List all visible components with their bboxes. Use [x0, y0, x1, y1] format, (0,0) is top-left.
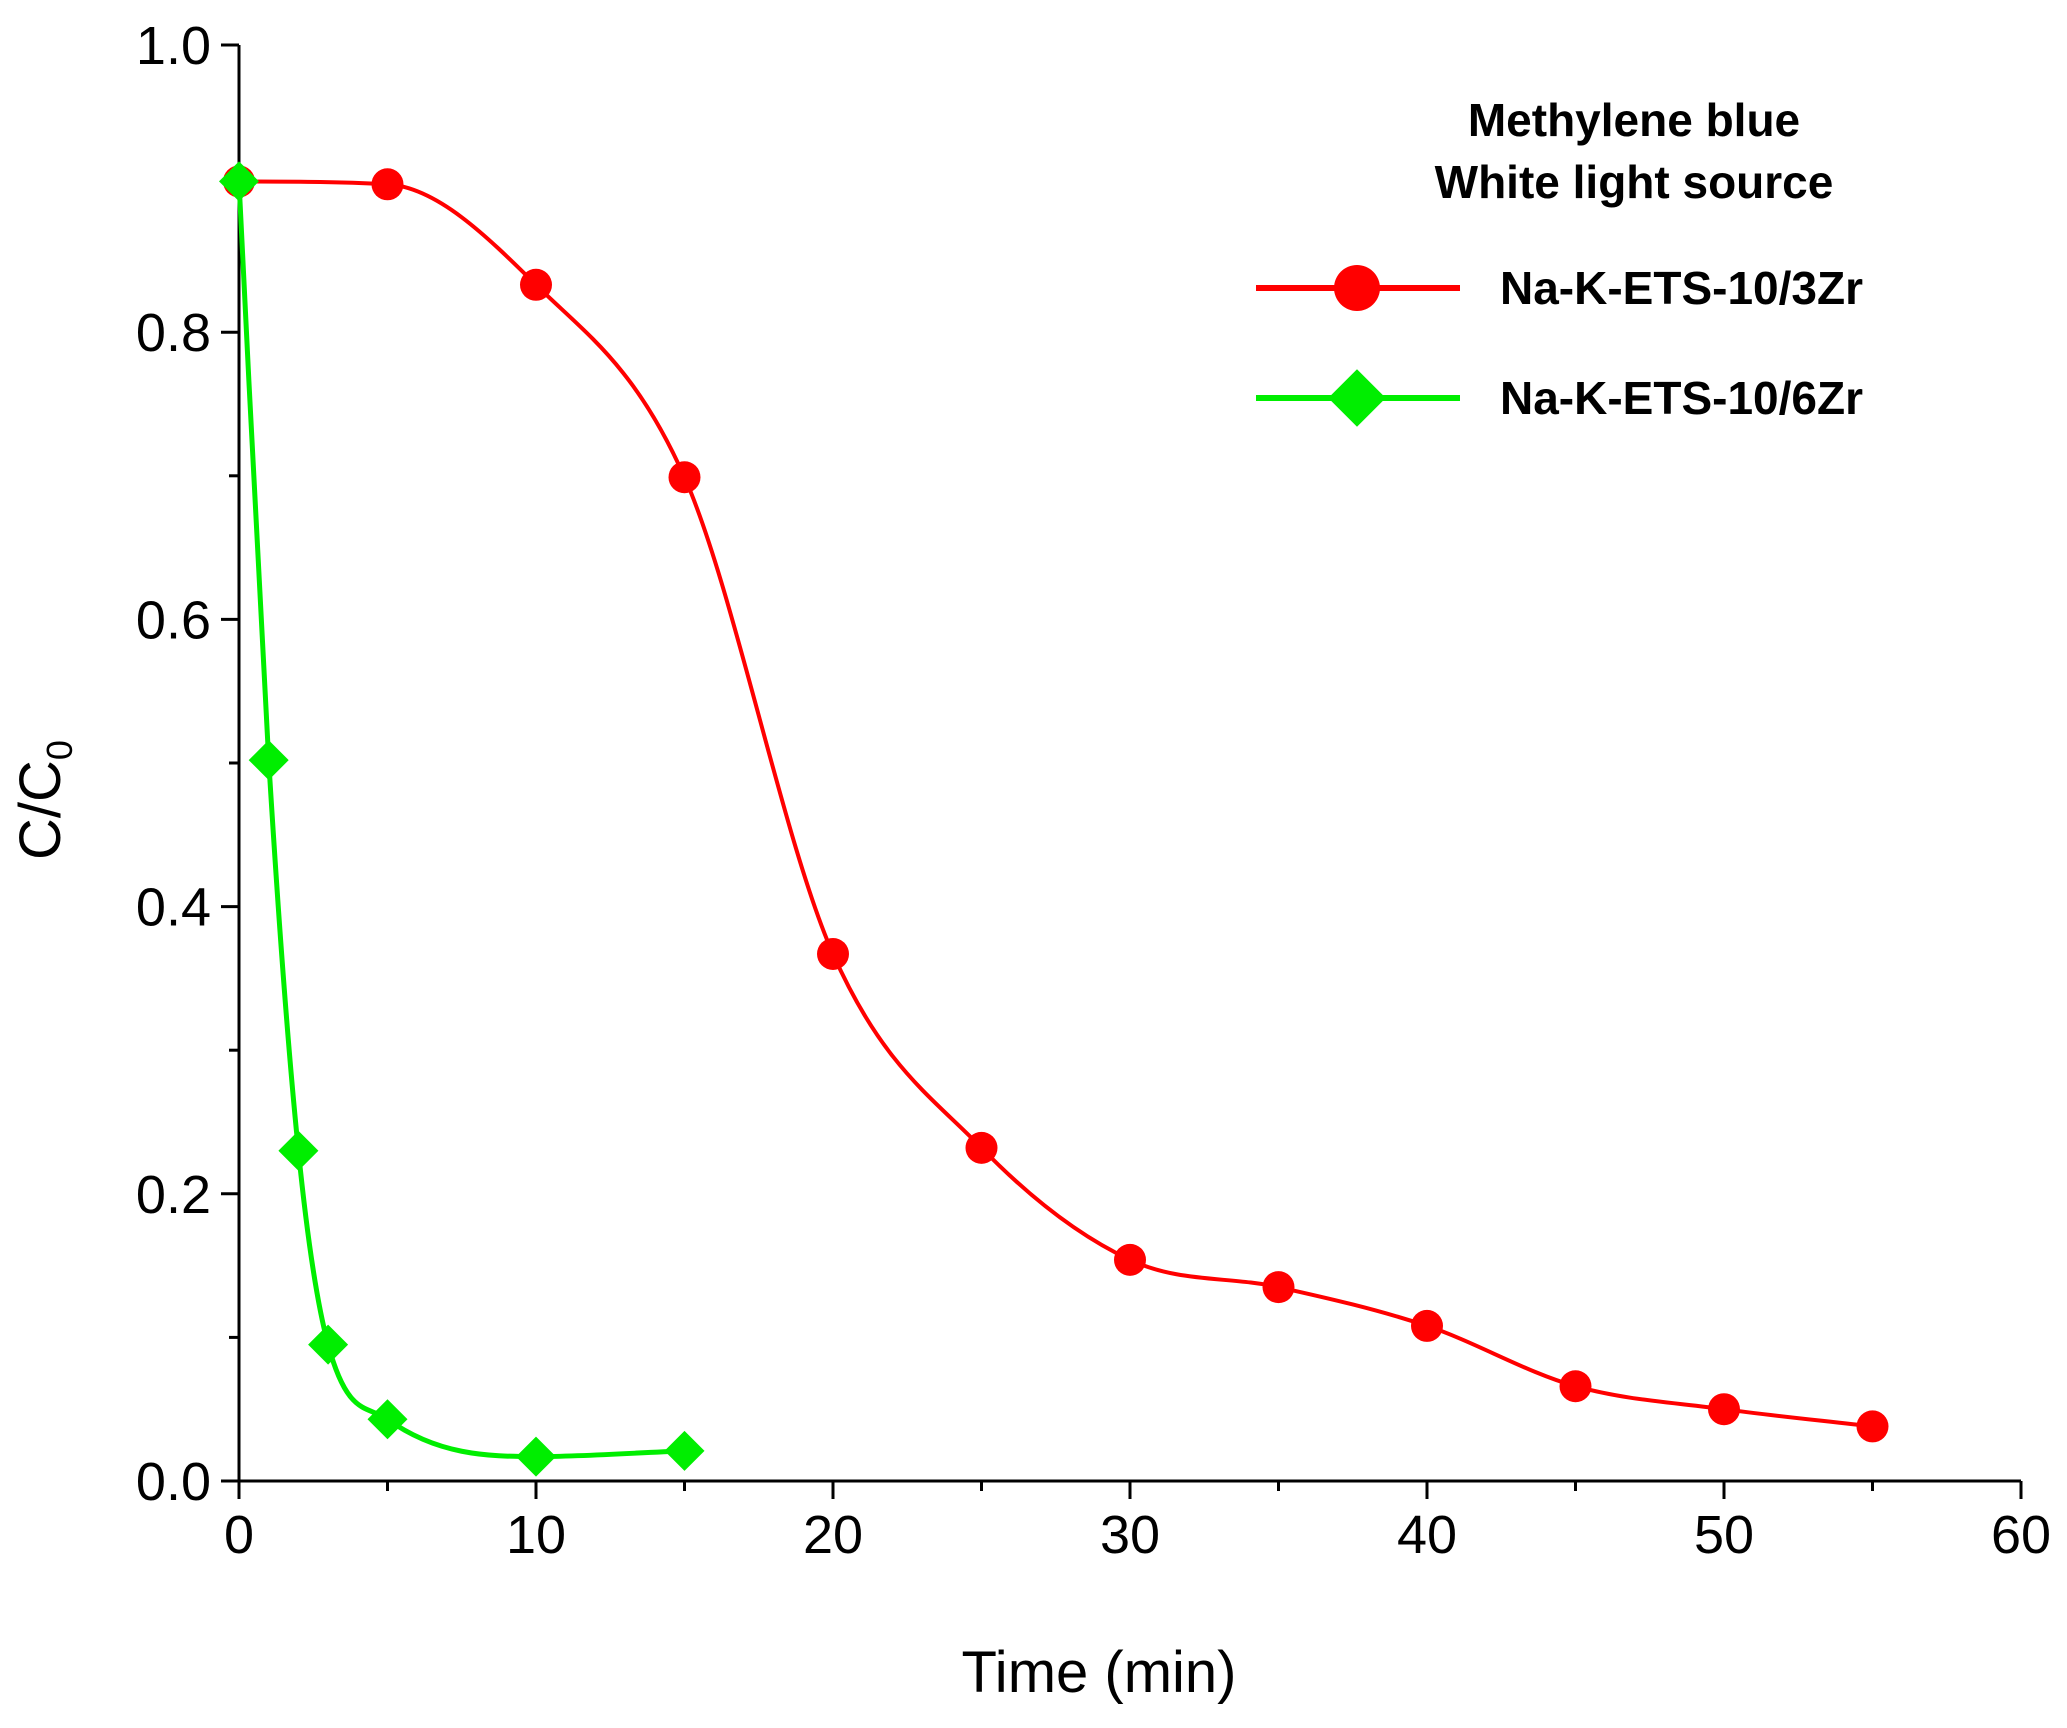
- data-point-1-3: [308, 1324, 349, 1365]
- y-axis-title: C/C0: [8, 740, 80, 860]
- legend-marker-1: [1328, 369, 1386, 427]
- annotation-methylene-blue: Methylene blue: [1468, 94, 1800, 146]
- legend-label-1: Na-K-ETS-10/6Zr: [1500, 372, 1863, 424]
- series-1: [219, 161, 705, 1477]
- data-point-1-6: [664, 1430, 705, 1471]
- legend-marker-0: [1334, 265, 1380, 311]
- data-point-0-7: [1262, 1271, 1295, 1304]
- series-0: [223, 165, 1889, 1443]
- y-axis-title-subscript: 0: [39, 740, 80, 760]
- data-point-0-11: [1856, 1410, 1889, 1443]
- series-line-0: [238, 179, 1873, 1429]
- legend: Methylene blue White light source Na-K-E…: [1256, 94, 1863, 427]
- series-line-1: [236, 181, 685, 1460]
- x-tick-label-10: 10: [506, 1505, 566, 1565]
- x-tick-label-30: 30: [1100, 1505, 1160, 1565]
- data-point-0-6: [1114, 1243, 1146, 1276]
- y-tick-label-1.0: 1.0: [136, 16, 211, 76]
- data-point-1-0: [219, 161, 259, 202]
- data-point-1-1: [248, 740, 289, 781]
- x-tick-label-0: 0: [224, 1505, 254, 1565]
- axes: 0 10 20 30 40 50 60 0.0 0.2 0.4 0.6 0.8 1.0: [136, 16, 2051, 1565]
- data-point-0-4: [817, 937, 849, 970]
- data-point-0-3: [668, 461, 701, 494]
- y-tick-label-0.4: 0.4: [136, 878, 211, 938]
- data-point-0-1: [371, 168, 404, 201]
- x-tick-label-60: 60: [1991, 1505, 2051, 1565]
- y-tick-label-0.8: 0.8: [136, 303, 211, 363]
- data-point-1-4: [367, 1399, 408, 1440]
- data-point-1-2: [278, 1130, 319, 1171]
- x-tick-label-40: 40: [1397, 1505, 1457, 1565]
- legend-label-0: Na-K-ETS-10/3Zr: [1500, 262, 1863, 314]
- y-tick-label-0.0: 0.0: [136, 1452, 211, 1512]
- data-point-1-5: [516, 1436, 556, 1477]
- y-tick-label-0.6: 0.6: [136, 590, 211, 650]
- y-tick-label-0.2: 0.2: [136, 1165, 211, 1225]
- data-point-0-5: [965, 1131, 998, 1164]
- annotation-white-light-source: White light source: [1435, 156, 1834, 208]
- x-axis-title: Time (min): [962, 1640, 1237, 1705]
- x-tick-label-50: 50: [1694, 1505, 1754, 1565]
- y-axis-title-main: C/C: [8, 760, 73, 860]
- x-tick-label-20: 20: [803, 1505, 863, 1565]
- data-point-0-10: [1708, 1393, 1740, 1426]
- data-point-0-8: [1411, 1309, 1443, 1342]
- data-point-0-2: [520, 268, 552, 301]
- series-layer: [219, 161, 1889, 1477]
- data-point-0-9: [1559, 1370, 1592, 1403]
